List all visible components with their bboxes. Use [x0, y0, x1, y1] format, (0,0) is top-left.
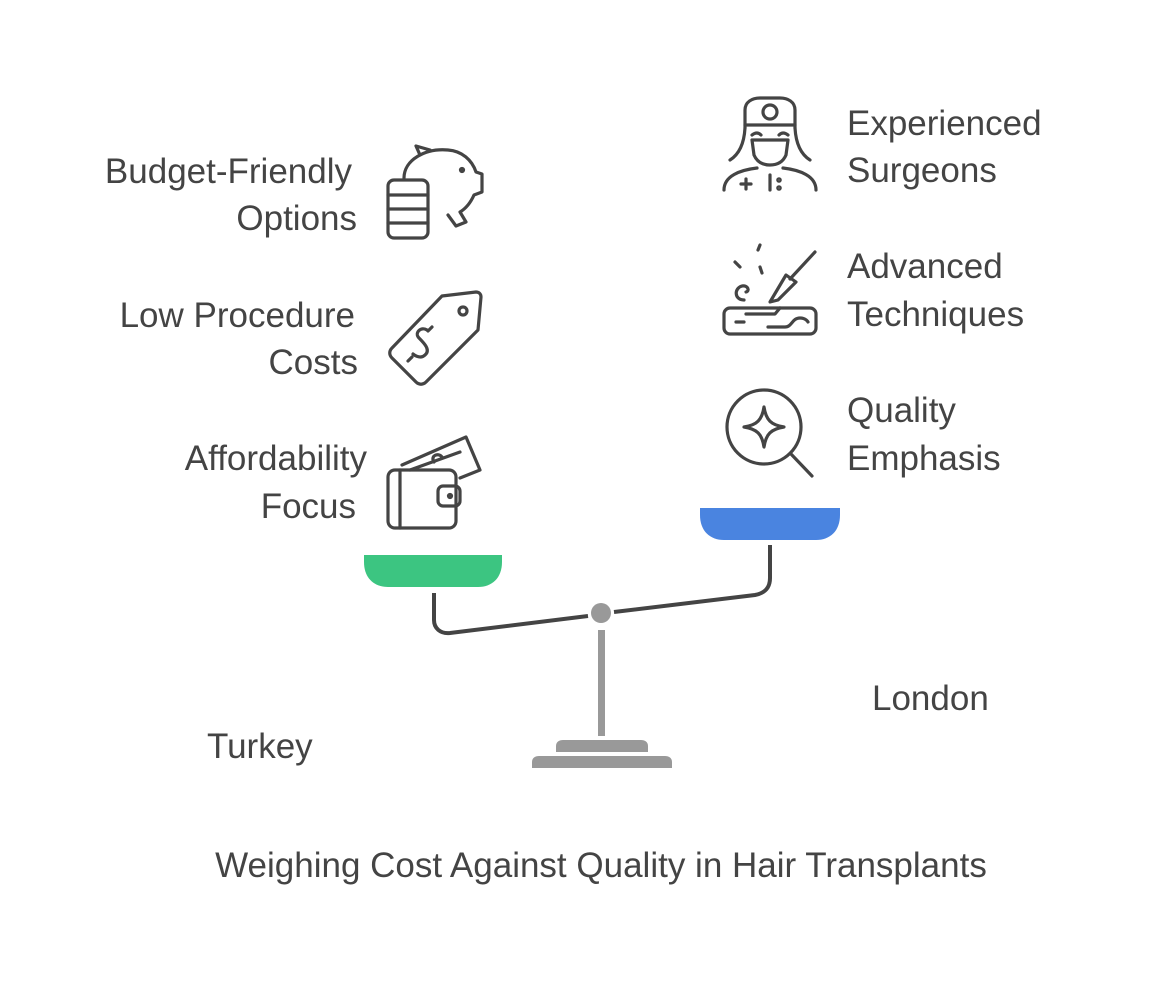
left-item-3-line1: Affordability — [185, 439, 368, 478]
right-item-2-line2: Techniques — [847, 295, 1024, 334]
wallet-money-icon — [386, 435, 482, 530]
scalpel-skin-icon — [722, 243, 818, 336]
surgeon-icon — [722, 96, 818, 192]
post — [598, 630, 605, 736]
left-item-3-line2: Focus — [261, 487, 356, 526]
base-bottom — [532, 756, 672, 768]
right-item-3-line1: Quality — [847, 391, 956, 430]
left-item-1-line2: Options — [236, 199, 357, 238]
piggy-bank-coins-icon — [386, 144, 484, 240]
pivot — [591, 603, 611, 623]
balance-scale — [364, 508, 840, 768]
price-tag-icon — [388, 290, 483, 386]
right-side-label: London — [872, 679, 989, 718]
diagram-title: Weighing Cost Against Quality in Hair Tr… — [215, 846, 987, 885]
beam — [432, 545, 772, 636]
left-items: Budget-Friendly Options Low Procedure Co… — [105, 152, 368, 526]
right-item-2-line1: Advanced — [847, 247, 1003, 286]
left-pan — [364, 555, 502, 587]
left-side-label: Turkey — [207, 727, 313, 766]
left-item-1-line1: Budget-Friendly — [105, 152, 353, 191]
left-item-2-line2: Costs — [269, 343, 358, 382]
magnifier-sparkle-icon — [725, 388, 814, 478]
right-item-1-line2: Surgeons — [847, 151, 997, 190]
right-pan — [700, 508, 840, 540]
right-item-1-line1: Experienced — [847, 104, 1042, 143]
right-item-3-line2: Emphasis — [847, 439, 1001, 478]
base-top — [556, 740, 648, 752]
right-items: Experienced Surgeons Advanced Techniques… — [847, 104, 1042, 478]
left-item-2-line1: Low Procedure — [120, 296, 355, 335]
